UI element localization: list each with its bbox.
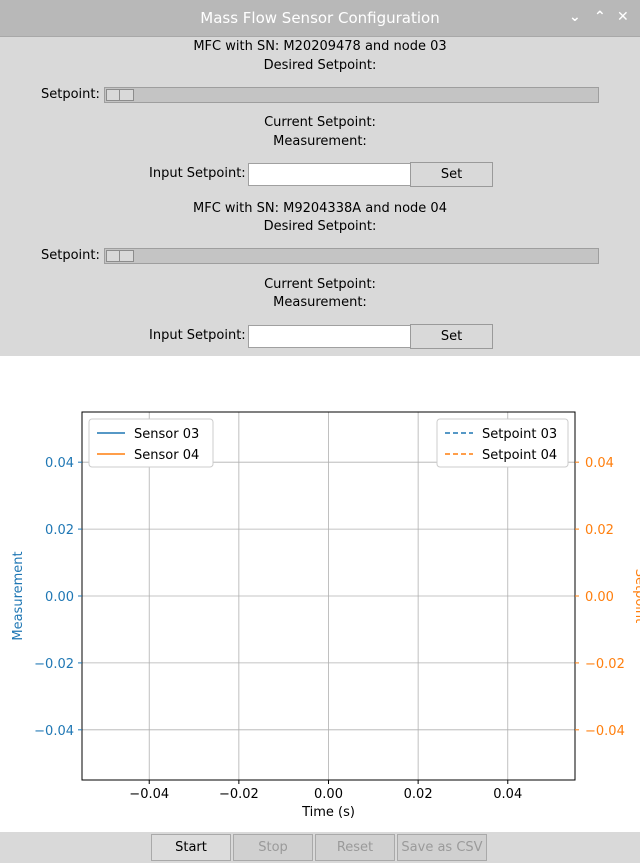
mfc2-setpoint-input[interactable] — [248, 325, 411, 348]
window-title: Mass Flow Sensor Configuration — [200, 9, 440, 27]
mfc1-setpoint-input[interactable] — [248, 163, 411, 186]
mfc2-header: MFC with SN: M9204338A and node 04 — [193, 201, 447, 216]
x-tick-label: 0.02 — [404, 787, 433, 802]
x-axis-label: Time (s) — [301, 805, 355, 820]
y-left-tick-label: 0.04 — [45, 456, 74, 471]
y-axis-left-label: Measurement — [11, 551, 26, 640]
minimize-icon[interactable]: ⌄ — [569, 9, 581, 25]
mfc1-set-button[interactable]: Set — [410, 162, 493, 187]
y-right-tick-label: 0.04 — [585, 456, 614, 471]
stop-button[interactable]: Stop — [233, 834, 313, 861]
reset-button[interactable]: Reset — [315, 834, 395, 861]
mfc1-slider-handle[interactable] — [106, 89, 134, 101]
x-tick-label: −0.02 — [219, 787, 259, 802]
x-tick-label: −0.04 — [129, 787, 169, 802]
mfc2-desired-setpoint-label: Desired Setpoint: — [263, 219, 377, 234]
y-right-tick-label: −0.02 — [585, 657, 625, 672]
legend-label: Setpoint 03 — [482, 427, 557, 442]
y-axis-left-ticks: 0.04 0.02 0.00 −0.02 −0.04 — [34, 456, 82, 739]
y-left-tick-label: −0.02 — [34, 657, 74, 672]
mfc1-current-setpoint-label: Current Setpoint: — [264, 115, 376, 130]
y-axis-right-ticks: 0.04 0.02 0.00 −0.02 −0.04 — [575, 456, 625, 739]
y-right-tick-label: 0.02 — [585, 523, 614, 538]
mfc1-desired-setpoint-label: Desired Setpoint: — [263, 58, 377, 73]
close-icon[interactable]: ✕ — [617, 9, 629, 25]
mfc1-header: MFC with SN: M20209478 and node 03 — [193, 39, 447, 54]
maximize-icon[interactable]: ⌃ — [594, 9, 606, 25]
mfc1-setpoint-slider[interactable] — [104, 87, 599, 103]
legend-box — [436, 418, 569, 468]
y-right-tick-label: 0.00 — [585, 590, 614, 605]
y-left-tick-label: 0.02 — [45, 523, 74, 538]
mfc2-measurement-label: Measurement: — [273, 295, 367, 310]
x-axis-ticks: −0.04 −0.02 0.00 0.02 0.04 — [129, 780, 522, 802]
mfc1-input-label: Input Setpoint: — [149, 166, 246, 181]
legend-label: Setpoint 04 — [482, 448, 557, 463]
title-bar: Mass Flow Sensor Configuration ⌄ ⌃ ✕ — [0, 0, 640, 37]
measurement-chart: −0.04 −0.02 0.00 0.02 0.04 0.04 0.02 0.00 −0.02… — [11, 411, 640, 820]
legend-left: Sensor 03 Sensor 04 — [88, 418, 214, 468]
mfc2-set-button[interactable]: Set — [410, 324, 493, 349]
mfc2-current-setpoint-label: Current Setpoint: — [264, 277, 376, 292]
plot-area: −0.04 −0.02 0.00 0.02 0.04 0.04 0.02 0.00 −0.02… — [0, 356, 640, 832]
bottom-toolbar: Start Stop Reset Save as CSV — [0, 832, 640, 863]
mfc1-measurement-label: Measurement: — [273, 134, 367, 149]
start-button[interactable]: Start — [151, 834, 231, 861]
legend-box — [88, 418, 214, 468]
y-left-tick-label: 0.00 — [45, 590, 74, 605]
legend-label: Sensor 04 — [134, 448, 199, 463]
mfc2-input-label: Input Setpoint: — [149, 328, 246, 343]
x-tick-label: 0.04 — [493, 787, 522, 802]
legend-right: Setpoint 03 Setpoint 04 — [436, 418, 569, 468]
y-right-tick-label: −0.04 — [585, 724, 625, 739]
mfc2-setpoint-slider[interactable] — [104, 248, 599, 264]
mfc2-slider-label: Setpoint: — [41, 248, 100, 263]
mfc1-slider-label: Setpoint: — [41, 87, 100, 102]
legend-label: Sensor 03 — [134, 427, 199, 442]
y-axis-right-label: Setpoint — [632, 569, 640, 624]
y-left-tick-label: −0.04 — [34, 724, 74, 739]
mfc2-slider-handle[interactable] — [106, 250, 134, 262]
x-tick-label: 0.00 — [314, 787, 343, 802]
save-csv-button[interactable]: Save as CSV — [397, 834, 487, 861]
